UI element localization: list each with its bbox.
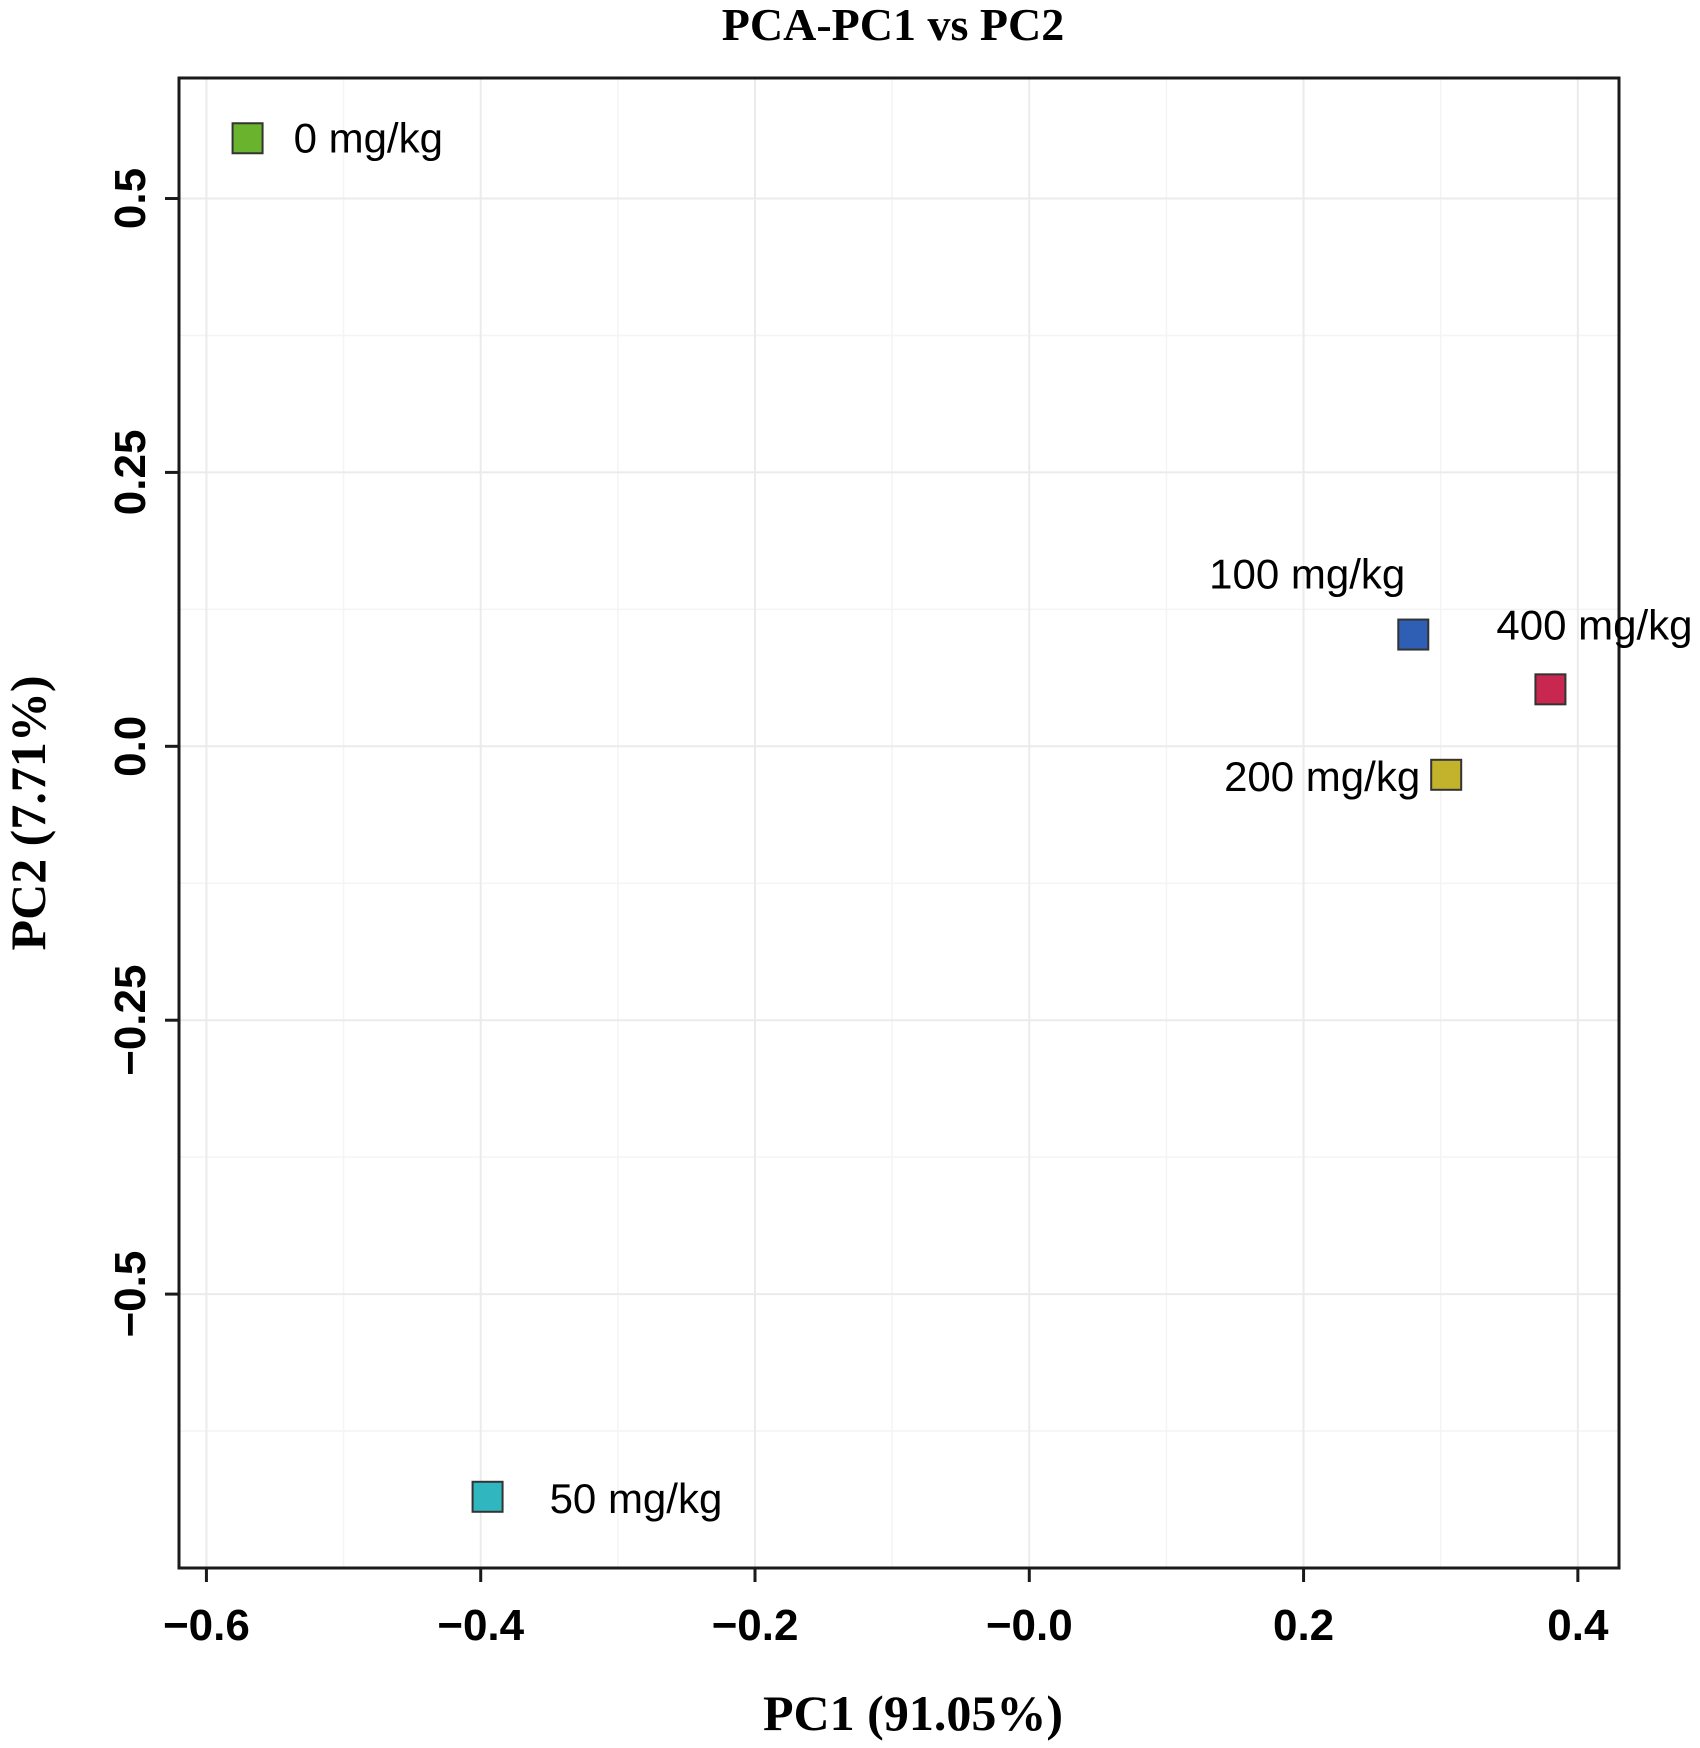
chart-title: PCA-PC1 vs PC2 [722, 0, 1064, 50]
data-points: 0 mg/kg 50 mg/kg 100 mg/kg 200 mg/kg 400 mg/… [231, 114, 1692, 1522]
axis-ticks: −0.6 −0.4 −0.2 −0.0 0.2 0.4 −0.5 −0.25 0.0 0.25 0.… [106, 168, 1609, 1650]
gridlines [179, 78, 1619, 1568]
point-label-0-mg-kg: 0 mg/kg [294, 114, 443, 161]
y-tick-label: 0.25 [106, 430, 155, 516]
x-tick-label: 0.4 [1547, 1601, 1609, 1650]
point-label-50-mg-kg: 50 mg/kg [550, 1475, 723, 1522]
y-tick-label: 0.5 [106, 168, 155, 229]
point-label-200-mg-kg: 200 mg/kg [1224, 753, 1420, 800]
x-tick-label: −0.0 [986, 1601, 1073, 1650]
point-label-100-mg-kg: 100 mg/kg [1209, 551, 1405, 598]
point-marker-50-mg-kg [471, 1480, 504, 1513]
point-marker-100-mg-kg [1397, 618, 1430, 651]
x-axis-title: PC1 (91.05%) [763, 1685, 1063, 1741]
y-tick-label: −0.5 [106, 1251, 155, 1338]
point-marker-200-mg-kg [1430, 758, 1463, 791]
x-tick-label: −0.4 [437, 1601, 524, 1650]
x-tick-label: 0.2 [1273, 1601, 1334, 1650]
y-tick-label: 0.0 [106, 716, 155, 777]
x-tick-label: −0.6 [163, 1601, 250, 1650]
point-marker-0-mg-kg [231, 122, 264, 155]
point-marker-400-mg-kg [1534, 673, 1567, 706]
y-tick-label: −0.25 [106, 965, 155, 1076]
y-axis-title: PC2 (7.71%) [0, 676, 56, 951]
point-label-400-mg-kg: 400 mg/kg [1496, 601, 1692, 648]
plot-frame [177, 76, 1621, 1570]
x-tick-label: −0.2 [712, 1601, 799, 1650]
